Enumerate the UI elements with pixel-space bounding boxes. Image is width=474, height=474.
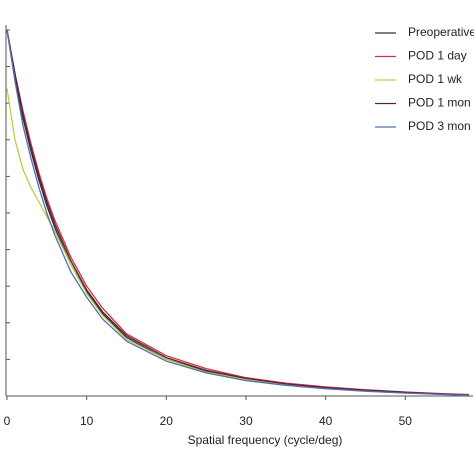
x-axis-label: Spatial frequency (cycle/deg) [188, 433, 343, 447]
legend-label: POD 3 mon [408, 119, 471, 133]
legend-label: POD 1 mon [408, 96, 471, 110]
series-line [6, 29, 470, 396]
x-tick-label: 40 [319, 414, 333, 428]
legend-label: POD 1 day [408, 49, 467, 63]
series-line [6, 88, 470, 396]
series-line [6, 29, 470, 396]
series-line [6, 29, 470, 396]
legend-label: Preoperative [408, 25, 474, 39]
x-tick-label: 10 [80, 414, 94, 428]
x-tick-label: 30 [239, 414, 253, 428]
x-tick-label: 20 [160, 414, 174, 428]
x-tick-label: 0 [4, 414, 11, 428]
legend-label: POD 1 wk [408, 72, 463, 86]
series-line [6, 29, 470, 396]
x-tick-label: 50 [399, 414, 413, 428]
